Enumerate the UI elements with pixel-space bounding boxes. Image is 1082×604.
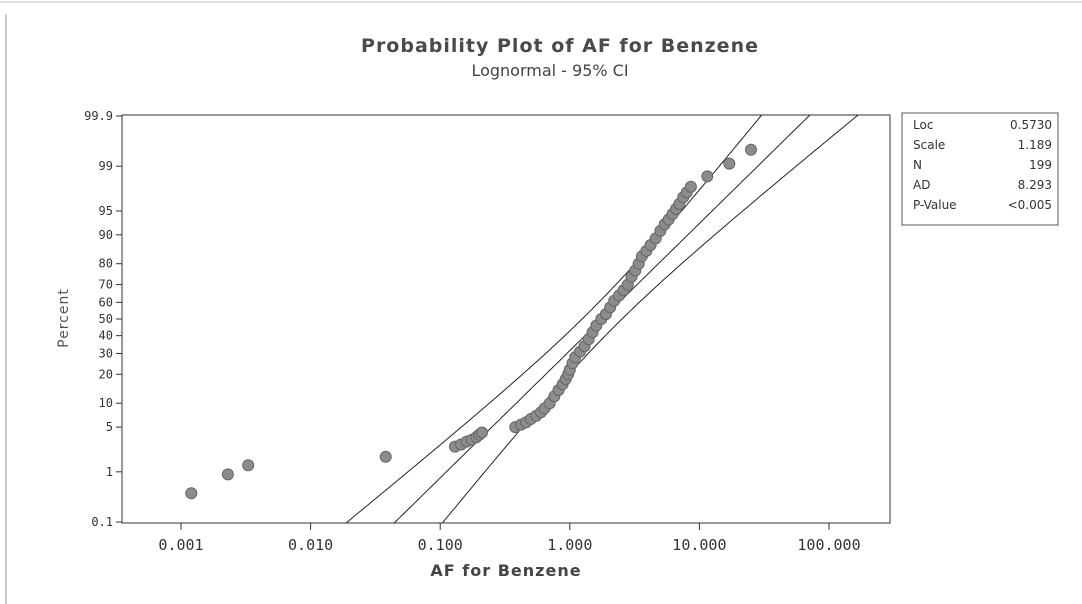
x-axis-label: AF for Benzene	[430, 561, 581, 580]
y-tick-label: 60	[99, 295, 113, 309]
y-tick-label: 30	[99, 346, 113, 360]
stat-value: 1.189	[1018, 138, 1052, 152]
data-point	[745, 143, 757, 156]
data-point	[221, 468, 234, 481]
stat-value: 8.293	[1018, 178, 1052, 192]
data-point	[701, 170, 714, 183]
stat-label: Loc	[913, 118, 933, 132]
stats-table	[901, 112, 1059, 226]
chart-title: Probability Plot of AF for Benzene	[361, 35, 759, 57]
data-points	[185, 143, 757, 500]
y-tick-label: 95	[99, 204, 113, 218]
data-point	[185, 487, 198, 500]
x-tick-label: 100.000	[797, 536, 860, 554]
plot-area	[121, 114, 891, 524]
data-point	[476, 426, 488, 439]
y-tick-label: 80	[99, 257, 113, 271]
y-tick-label: 20	[99, 367, 113, 381]
x-tick-label: 10.000	[672, 536, 726, 554]
y-axis: 0.1 1 5 10 20 30 40 50 60 70 80 90 95 99 99.9	[84, 109, 122, 529]
stat-label: AD	[913, 178, 930, 192]
data-point	[684, 180, 697, 193]
data-point	[723, 157, 736, 170]
y-tick-label: 40	[99, 329, 113, 343]
x-tick-label: 0.010	[288, 536, 333, 554]
ci-lower-line	[345, 115, 763, 523]
data-point	[242, 459, 255, 472]
y-axis-label: Percent	[56, 288, 72, 348]
x-tick-label: 0.100	[418, 536, 463, 554]
y-tick-label: 90	[99, 228, 113, 242]
y-tick-label: 10	[99, 396, 113, 410]
x-tick-label: 0.001	[158, 536, 203, 554]
y-tick-label: 5	[106, 420, 113, 434]
stat-value: 0.5730	[1010, 118, 1052, 132]
x-tick-label: 1.000	[547, 536, 592, 554]
chart-subtitle: Lognormal - 95% CI	[471, 61, 628, 80]
ci-upper-line	[441, 115, 859, 523]
y-tick-label: 50	[99, 312, 113, 326]
stat-label: N	[913, 158, 922, 172]
y-tick-label: 99	[99, 159, 113, 173]
stats-rows: Loc 0.5730 Scale 1.189 N 199 AD 8.293 P-Value <0.…	[913, 118, 1052, 212]
stat-value: 199	[1029, 158, 1052, 172]
data-point	[379, 450, 392, 463]
y-tick-label: 0.1	[91, 515, 113, 529]
stat-label: Scale	[913, 138, 945, 152]
stat-value: <0.005	[1008, 198, 1052, 212]
y-tick-label: 1	[106, 465, 113, 479]
stat-label: P-Value	[913, 198, 957, 212]
x-axis: 0.001 0.010 0.100 1.000 10.000 100.000	[158, 523, 861, 554]
y-tick-label: 70	[99, 278, 113, 292]
y-tick-label: 99.9	[84, 109, 113, 123]
